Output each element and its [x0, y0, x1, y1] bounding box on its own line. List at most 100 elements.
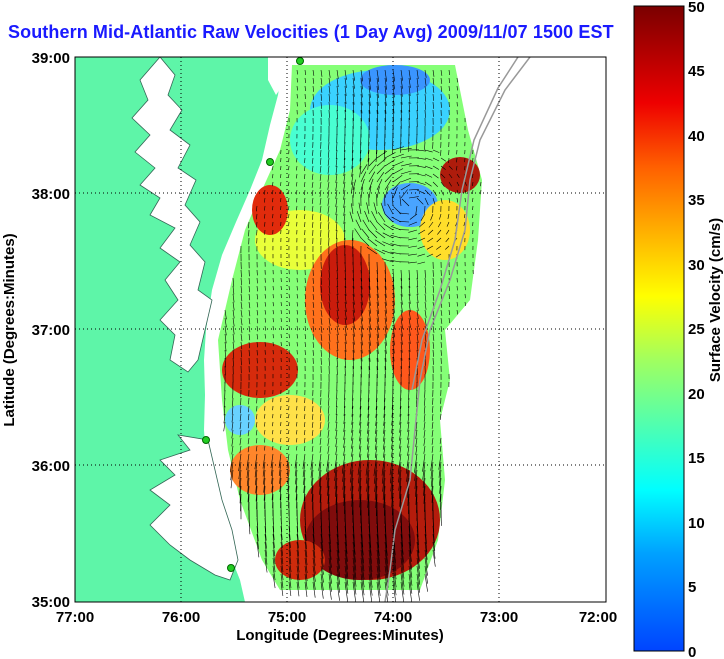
velocity-arrow [335, 405, 338, 415]
velocity-arrow [344, 541, 348, 562]
velocity-arrow [408, 109, 410, 120]
velocity-arrow [296, 573, 300, 589]
velocity-arrow [416, 69, 419, 79]
velocity-arrow [272, 213, 274, 219]
velocity-arrow [326, 469, 330, 488]
velocity-arrow [416, 285, 419, 295]
velocity-arrow [416, 101, 418, 111]
velocity-arrow [224, 333, 227, 344]
velocity-arrow [423, 485, 426, 504]
velocity-arrow [456, 197, 458, 203]
velocity-arrow [430, 453, 434, 471]
velocity-arrow [368, 157, 378, 167]
velocity-arrow [247, 477, 250, 495]
velocity-arrow [350, 469, 354, 491]
velocity-arrow [280, 533, 283, 548]
velocity-arrow [296, 213, 298, 219]
velocity-arrow [254, 453, 258, 470]
velocity-arrow [472, 197, 474, 203]
velocity-arrow [376, 533, 380, 556]
velocity-arrow [319, 173, 322, 181]
velocity-arrow [420, 213, 426, 221]
velocity-arrow [280, 317, 282, 323]
velocity-arrow [272, 549, 276, 565]
velocity-arrow [311, 189, 314, 196]
velocity-arrow [272, 517, 275, 533]
velocity-arrow [431, 429, 434, 437]
velocity-arrow [272, 493, 274, 509]
velocity-arrow [239, 421, 242, 430]
velocity-arrow [368, 171, 376, 183]
colorbar-tick-label: 35 [688, 192, 705, 209]
velocity-arrow [335, 421, 338, 431]
velocity-arrow [344, 397, 346, 408]
velocity-arrow [376, 349, 379, 362]
velocity-arrow [328, 85, 331, 94]
velocity-arrow [335, 149, 338, 159]
velocity-arrow [359, 445, 362, 458]
velocity-arrow [392, 146, 404, 151]
velocity-arrow [352, 581, 357, 602]
velocity-arrow [304, 285, 306, 292]
velocity-arrow [376, 69, 380, 82]
velocity-arrow [384, 173, 394, 183]
velocity-arrow [280, 541, 283, 556]
velocity-arrow [464, 285, 466, 291]
velocity-arrow [343, 413, 346, 424]
velocity-arrow [248, 293, 251, 301]
station-marker [266, 158, 274, 166]
velocity-arrow [288, 205, 290, 211]
velocity-arrow [376, 285, 379, 298]
velocity-arrow [359, 149, 362, 162]
velocity-arrow [424, 93, 427, 102]
velocity-arrow [352, 349, 355, 361]
velocity-arrow [344, 533, 348, 554]
velocity-arrow [328, 533, 332, 552]
velocity-arrow [272, 205, 274, 211]
velocity-arrow [408, 77, 411, 88]
velocity-arrow [359, 413, 362, 426]
velocity-arrow [376, 277, 379, 290]
velocity-arrow [344, 333, 347, 344]
velocity-arrow [280, 173, 282, 179]
velocity-arrow [336, 357, 338, 367]
velocity-arrow [238, 461, 242, 480]
velocity-arrow [304, 157, 306, 164]
velocity-arrow [440, 349, 442, 356]
velocity-arrow [391, 429, 394, 442]
velocity-arrow [343, 149, 346, 160]
velocity-arrow [311, 477, 314, 494]
velocity-arrow [368, 141, 370, 154]
velocity-arrow [312, 77, 315, 84]
velocity-arrow [374, 248, 386, 255]
velocity-arrow [415, 421, 418, 431]
velocity-arrow [344, 301, 347, 312]
velocity-arrow [240, 341, 243, 350]
velocity-arrow [368, 229, 378, 239]
velocity-arrow [320, 541, 324, 559]
velocity-arrow [344, 237, 346, 248]
velocity-arrow [376, 141, 378, 155]
velocity-arrow [437, 221, 442, 228]
velocity-arrow [375, 397, 378, 411]
velocity-arrow [278, 453, 282, 468]
velocity-arrow [423, 413, 426, 422]
velocity-arrow [384, 333, 387, 346]
velocity-arrow [280, 165, 282, 171]
velocity-arrow [328, 77, 331, 86]
velocity-arrow [343, 173, 346, 184]
velocity-arrow [376, 549, 381, 572]
velocity-arrow [445, 245, 450, 250]
velocity-arrow [399, 397, 402, 409]
velocity-arrow [320, 69, 323, 77]
velocity-arrow [424, 69, 427, 78]
velocity-arrow [248, 229, 250, 237]
velocity-arrow [328, 229, 330, 238]
velocity-arrow [400, 93, 403, 105]
velocity-arrow [264, 285, 266, 291]
velocity-arrow [440, 325, 443, 332]
velocity-arrow [360, 549, 365, 572]
velocity-arrow [362, 219, 370, 231]
velocity-arrow [352, 93, 355, 105]
velocity-arrow [352, 333, 355, 345]
